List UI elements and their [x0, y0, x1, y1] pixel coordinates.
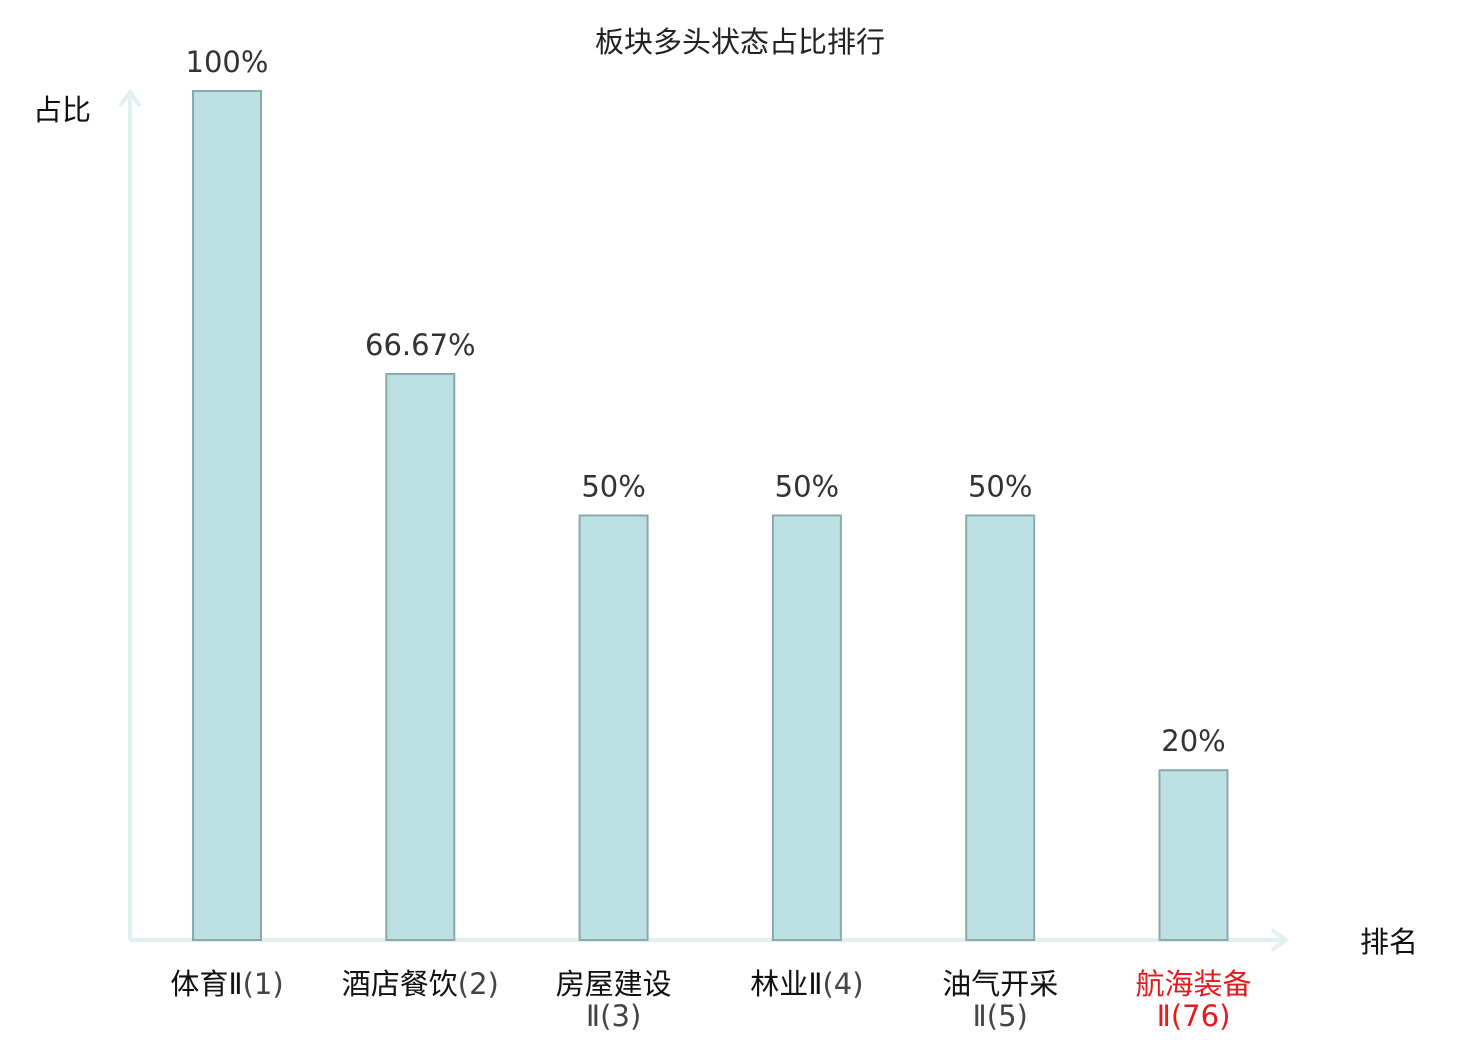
x-tick-label: 酒店餐饮(2) — [342, 967, 499, 1001]
x-tick-label: 油气开采 Ⅱ(5) — [942, 967, 1058, 1033]
bar-value-label: 66.67% — [365, 328, 476, 362]
bar — [965, 514, 1036, 941]
x-axis-title: 排名 — [1360, 925, 1418, 959]
bar-value-label: 50% — [775, 470, 839, 504]
bar — [385, 372, 456, 942]
value-labels: 100% 66.67% 50% 50% 50% 20% — [186, 45, 1226, 758]
bar-value-label: 20% — [1161, 724, 1225, 758]
bars — [192, 90, 1229, 942]
x-tick-label: 林业Ⅱ(4) — [750, 967, 863, 1001]
bar-value-label: 50% — [581, 470, 645, 504]
x-tick-labels: 体育Ⅱ(1) 酒店餐饮(2) 房屋建设 Ⅱ(3) 林业Ⅱ(4) 油气开采 Ⅱ(5) 航海装备 Ⅱ… — [170, 967, 1251, 1033]
y-axis-title: 占比 — [33, 93, 91, 127]
bar-value-label: 50% — [968, 470, 1032, 504]
x-tick-label: 航海装备 Ⅱ(76) — [1135, 967, 1251, 1033]
bar — [192, 90, 262, 941]
chart-title: 板块多头状态占比排行 — [595, 25, 885, 59]
bar — [578, 514, 649, 941]
bar — [1158, 769, 1229, 942]
x-axis-arrow-icon — [1270, 928, 1290, 952]
axes — [118, 88, 1290, 952]
x-tick-label: 房屋建设 Ⅱ(3) — [556, 967, 672, 1033]
x-tick-label: 体育Ⅱ(1) — [170, 967, 283, 1001]
bar-value-label: 100% — [186, 45, 269, 79]
bar — [771, 514, 842, 941]
y-axis-arrow-icon — [118, 88, 142, 108]
